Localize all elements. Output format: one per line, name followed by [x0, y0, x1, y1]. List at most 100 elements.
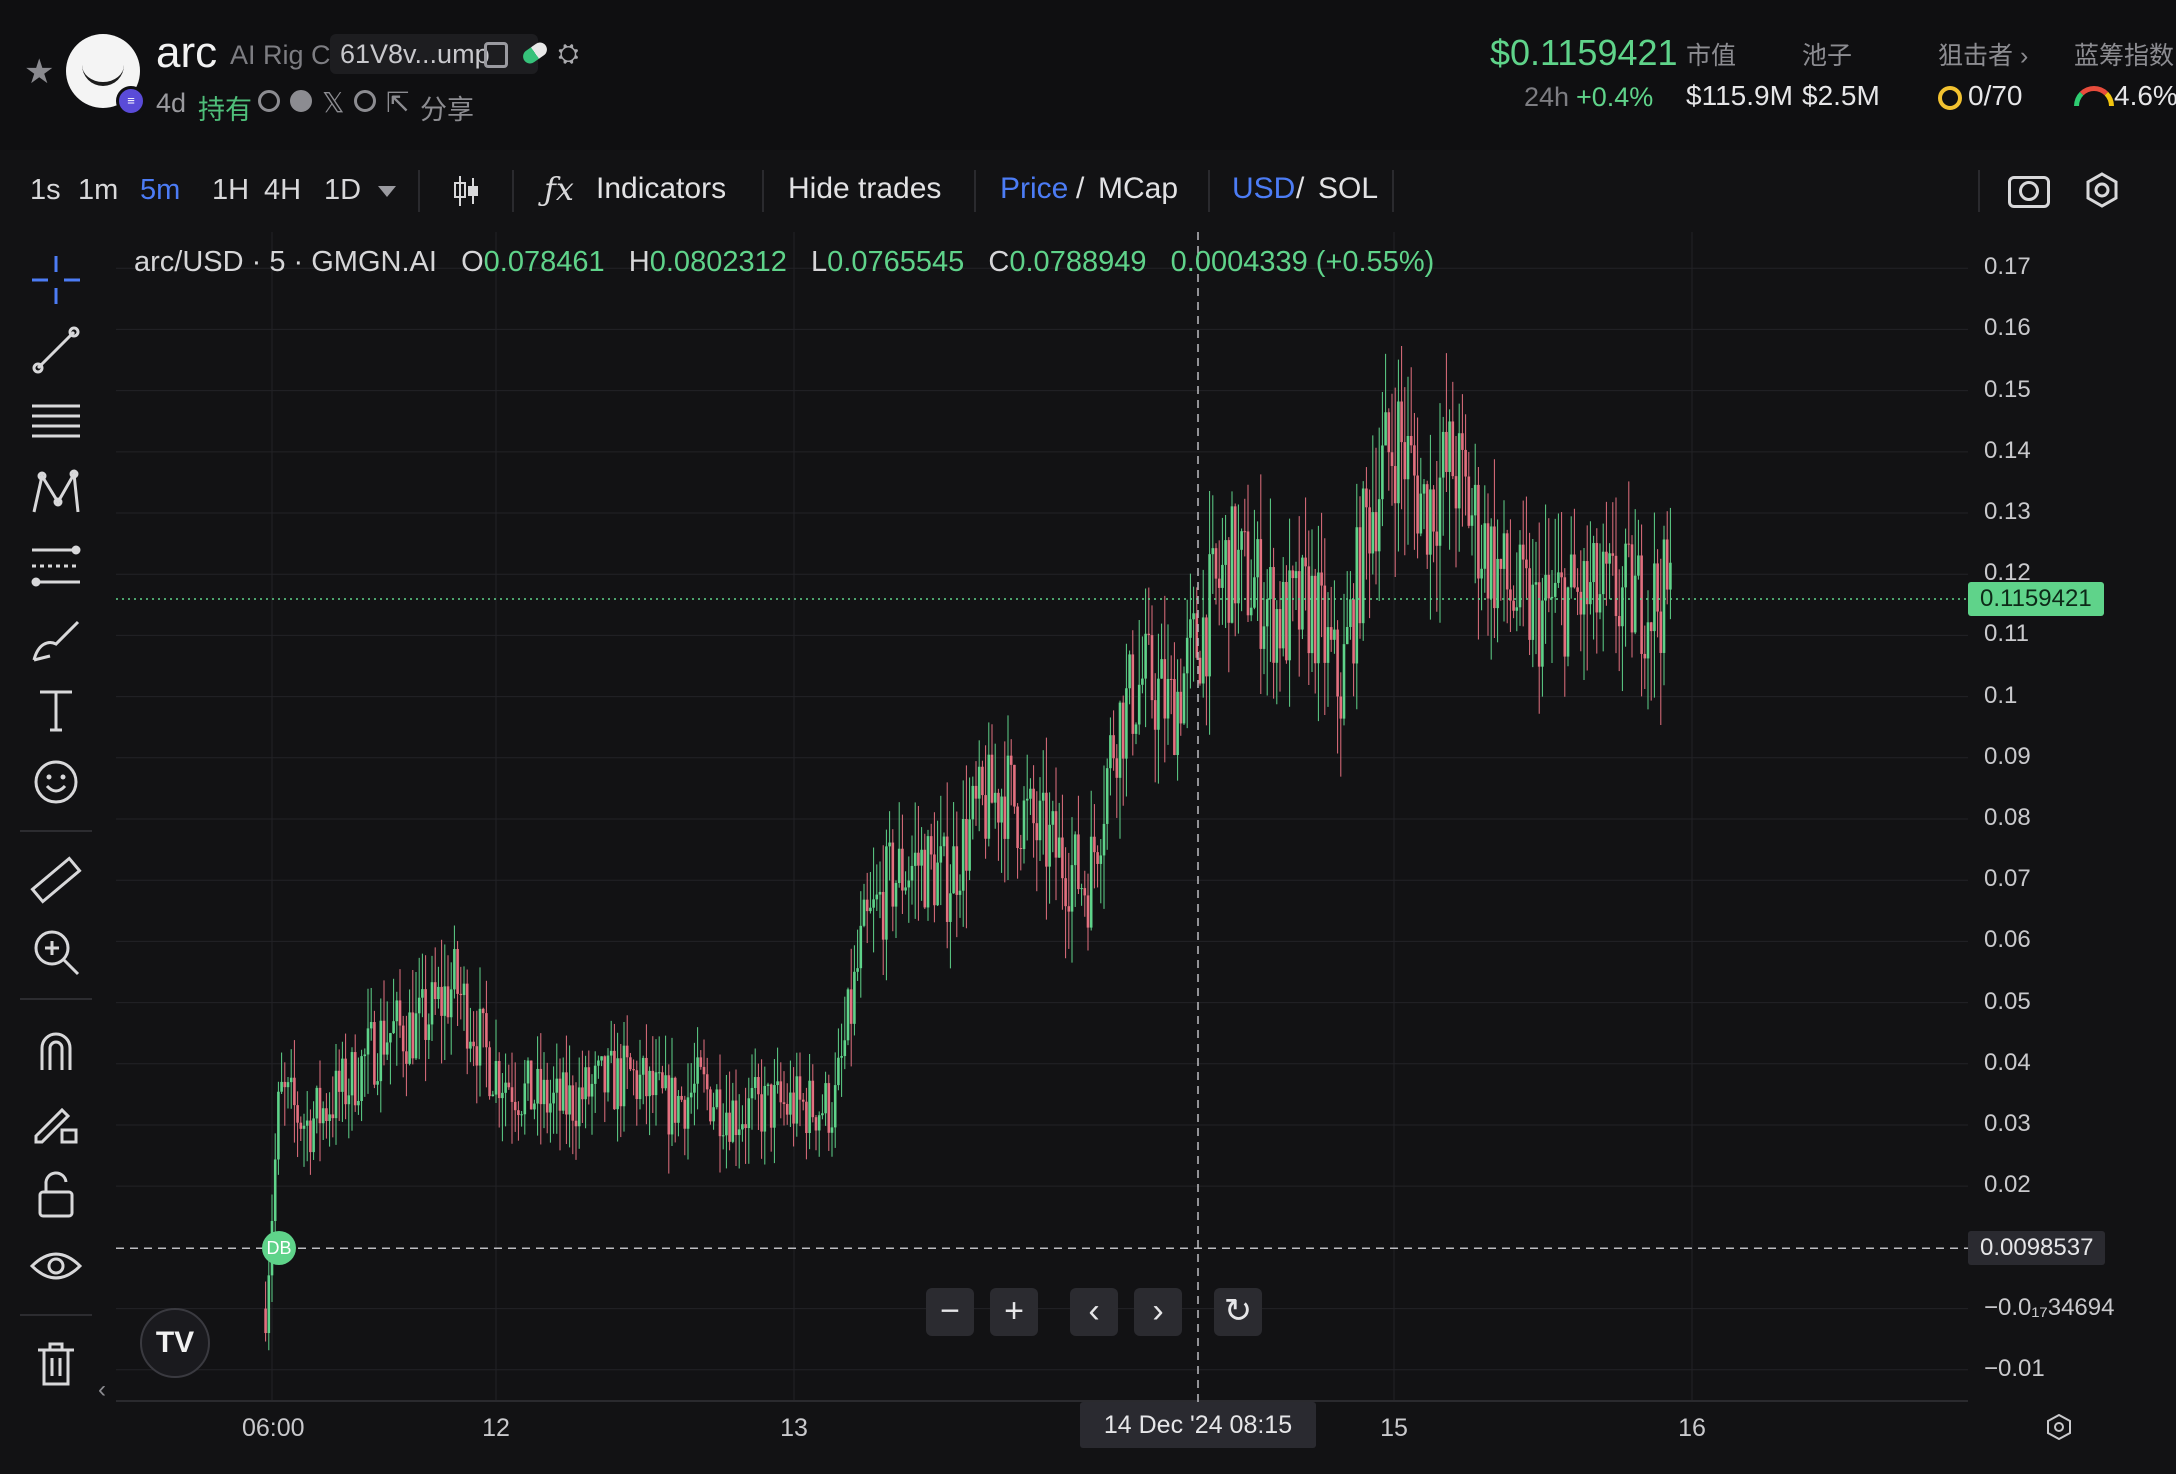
toolbar-divider [512, 170, 514, 212]
timeframe-1h[interactable]: 1H [212, 174, 250, 206]
bot-icon[interactable]: ⛭ [558, 38, 579, 68]
chart-settings-icon[interactable] [2084, 172, 2120, 208]
collapse-toolbar-chevron-icon[interactable]: ‹ [98, 1376, 106, 1403]
mcap-toggle[interactable]: MCap [1098, 172, 1179, 205]
candle [1304, 497, 1307, 611]
candle [1361, 481, 1365, 641]
hide-trades-button[interactable]: Hide trades [788, 172, 942, 205]
candle [1067, 852, 1071, 949]
candle [501, 1073, 504, 1142]
candle [888, 811, 891, 881]
delete-trash-icon[interactable] [28, 1336, 84, 1392]
candle [1429, 434, 1432, 620]
candle [1045, 737, 1048, 920]
candle [1454, 435, 1458, 568]
share-label[interactable]: 分享 [420, 95, 474, 125]
timeframe-4h[interactable]: 4H [264, 174, 302, 206]
emoji-tool-icon[interactable] [28, 754, 84, 810]
candle [385, 1001, 389, 1061]
timeframe-1s[interactable]: 1s [30, 174, 61, 206]
snipers-label[interactable]: 狙击者 › [1938, 42, 2029, 70]
candle [305, 1091, 309, 1162]
screenshot-camera-icon[interactable] [2008, 176, 2050, 208]
candle [1355, 483, 1359, 710]
candle [945, 782, 949, 949]
zoom-in-tool-icon[interactable] [28, 924, 84, 980]
zoom-out-button[interactable]: − [926, 1288, 974, 1336]
candle [565, 1035, 568, 1145]
timeframe-1m[interactable]: 1m [78, 174, 119, 206]
tradingview-logo[interactable]: TV [140, 1308, 210, 1378]
price-tick-label: 0.08 [1984, 804, 2031, 831]
candle [1365, 467, 1368, 580]
candle [693, 1042, 696, 1126]
scroll-right-button[interactable]: › [1134, 1288, 1182, 1336]
price-tick-label: 0.15 [1984, 375, 2031, 403]
candle [350, 1047, 354, 1131]
toolbar-divider [1978, 170, 1980, 212]
favorite-star-icon[interactable]: ★ [24, 53, 55, 91]
candle [382, 980, 386, 1066]
visibility-eye-icon[interactable] [28, 1238, 84, 1294]
price-toggle[interactable]: Price [1000, 172, 1069, 205]
timeframe-5m[interactable]: 5m [140, 174, 181, 206]
copy-icon[interactable] [484, 42, 508, 68]
price-tick-label: 0.02 [1984, 1171, 2031, 1199]
price-axis[interactable]: 0.17 0.16 0.15 0.14 0.13 0.12 0.11 0.1 0.09 0.08 0… [1978, 232, 2176, 1402]
pump-icon[interactable] [290, 90, 312, 112]
candle [1467, 452, 1471, 529]
zoom-in-button[interactable]: + [990, 1288, 1038, 1336]
candle-type-icon[interactable] [452, 176, 480, 206]
timeframe-1d[interactable]: 1D [324, 174, 362, 206]
candle [1128, 650, 1131, 705]
candle [670, 1037, 674, 1147]
search-icon[interactable] [258, 90, 280, 112]
lock-drawing-pencil-icon[interactable] [28, 1094, 84, 1150]
candle [1000, 788, 1003, 873]
candle [1499, 558, 1503, 601]
indicators-fx-icon[interactable]: ƒx [544, 170, 574, 208]
prediction-tool-icon[interactable] [28, 538, 84, 594]
axis-settings-icon[interactable] [2046, 1414, 2072, 1440]
price-chart[interactable] [116, 232, 1968, 1402]
crosshair-tool-icon[interactable] [28, 252, 84, 308]
pattern-tool-icon[interactable] [28, 466, 84, 522]
fib-retracement-tool-icon[interactable] [28, 394, 84, 450]
x-twitter-icon[interactable]: 𝕏 [322, 87, 345, 118]
reset-chart-button[interactable]: ↻ [1214, 1288, 1262, 1336]
trend-line-tool-icon[interactable] [28, 322, 84, 378]
candle [971, 776, 975, 840]
usd-sol-slash: / [1296, 172, 1305, 205]
candle [664, 1035, 667, 1091]
sol-toggle[interactable]: SOL [1318, 172, 1379, 205]
candle [1086, 873, 1090, 951]
last-price-tag: 0.1159421 [1968, 582, 2104, 617]
candle [622, 1021, 626, 1132]
dev-buy-marker[interactable]: DB [262, 1231, 296, 1266]
candle [936, 820, 939, 907]
candle [1598, 543, 1602, 620]
share-icon[interactable]: ⇱ [386, 87, 410, 118]
candle [1557, 513, 1560, 588]
candle [1493, 459, 1496, 639]
unlock-icon[interactable] [28, 1166, 84, 1222]
holding-link[interactable]: 持有 [198, 95, 252, 125]
scroll-left-button[interactable]: ‹ [1070, 1288, 1118, 1336]
usd-toggle[interactable]: USD [1232, 172, 1296, 205]
magnet-tool-icon[interactable] [28, 1022, 84, 1078]
time-axis[interactable]: 06:00 12 13 15 16 [116, 1402, 1968, 1474]
candle [1057, 802, 1061, 858]
tools-divider [20, 998, 92, 1000]
text-tool-icon[interactable] [28, 682, 84, 738]
indicators-button[interactable]: Indicators [596, 172, 727, 205]
candle [1192, 586, 1195, 682]
brush-tool-icon[interactable] [28, 610, 84, 666]
candle [1576, 568, 1579, 616]
timeframe-dropdown-icon[interactable] [378, 186, 396, 197]
ruler-tool-icon[interactable] [28, 852, 84, 908]
candle [1032, 765, 1035, 858]
candle [1595, 528, 1599, 654]
candle [1477, 466, 1480, 640]
website-globe-icon[interactable] [354, 90, 376, 112]
candle [997, 788, 1000, 861]
